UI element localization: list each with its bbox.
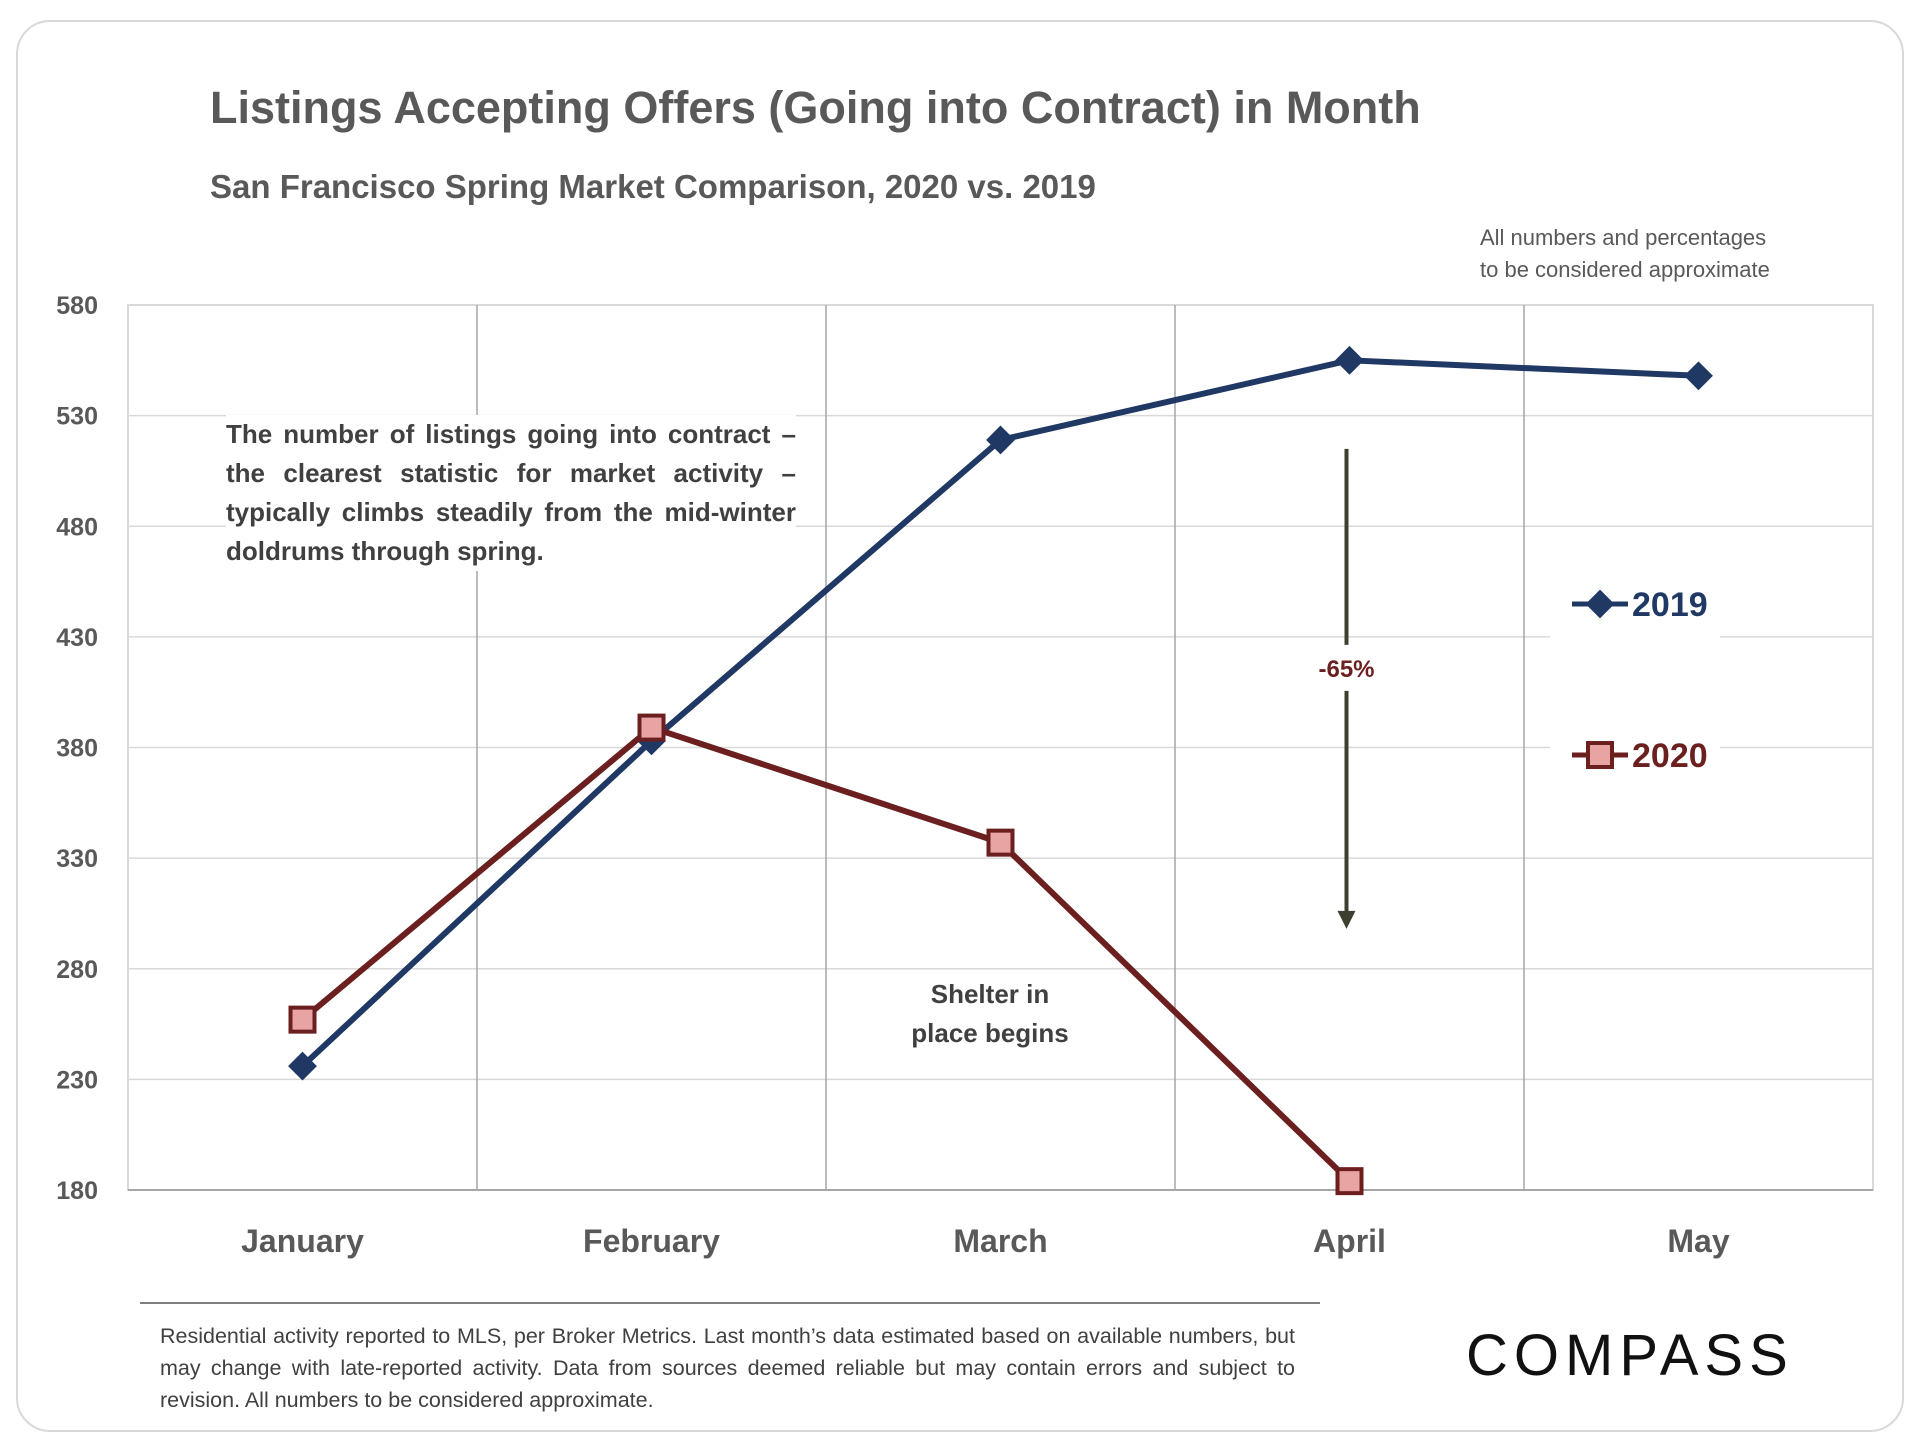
y-tick-label: 230 [56, 1066, 98, 1094]
approximation-note-line1: All numbers and percentages [1480, 225, 1767, 250]
drop-label-backdrop [1301, 644, 1392, 691]
y-tick-label: 580 [56, 292, 98, 320]
drop-arrow-head [1337, 910, 1356, 929]
drop-percent-label: -65% [1318, 656, 1374, 683]
x-tick-label: February [583, 1223, 720, 1259]
legend-marker-2020 [1586, 741, 1614, 769]
approximation-note-line2: to be considered approximate [1480, 257, 1770, 282]
data-point-2020 [637, 713, 666, 742]
series-layer [288, 345, 1713, 1196]
y-tick-label: 530 [56, 403, 98, 431]
y-tick-label: 480 [56, 513, 98, 541]
data-point-2019 [1684, 361, 1713, 391]
shelter-in-place-annotation: Shelter in place begins [880, 975, 1100, 1053]
x-tick-label: May [1667, 1223, 1729, 1259]
axis-layer: 180 230 280 330 380 430 480 530 580 January Februa… [56, 292, 1873, 1259]
legend-marker-2019 [1585, 589, 1615, 619]
shelter-line2: place begins [911, 1018, 1069, 1048]
legend-layer: 2019 2020 [1550, 566, 1720, 793]
footer-divider [140, 1302, 1320, 1304]
market-activity-annotation: The number of listings going into contra… [226, 415, 796, 571]
footer-note: Residential activity reported to MLS, pe… [160, 1324, 1295, 1412]
legend-label-2019: 2019 [1632, 586, 1708, 624]
data-point-2019 [1335, 345, 1364, 375]
shelter-line1: Shelter in [930, 979, 1050, 1009]
chart-subtitle: San Francisco Spring Market Comparison, … [210, 168, 1096, 205]
drop-arrow-layer: -65% [1301, 448, 1392, 929]
x-tick-label: March [953, 1223, 1047, 1259]
approximation-note: All numbers and percentages to be consid… [1480, 222, 1900, 286]
data-point-2019 [986, 425, 1015, 455]
data-point-2019 [288, 1051, 317, 1081]
x-tick-label: January [241, 1223, 364, 1259]
data-point-2020 [1335, 1167, 1364, 1196]
compass-logo: COMPASS [1466, 1323, 1794, 1388]
x-tick-label: April [1313, 1223, 1386, 1259]
data-point-2020 [986, 828, 1015, 857]
y-tick-label: 380 [56, 735, 98, 763]
line-chart: 180 230 280 330 380 430 480 530 580 January Februa… [56, 292, 1874, 1259]
chart-title: Listings Accepting Offers (Going into Co… [210, 82, 1421, 133]
legend-label-2020: 2020 [1632, 737, 1708, 775]
y-tick-label: 280 [56, 956, 98, 984]
series-line-2020 [300, 724, 1352, 1184]
data-point-2020 [288, 1005, 317, 1034]
y-tick-label: 180 [56, 1177, 98, 1205]
y-tick-label: 330 [56, 845, 98, 873]
y-tick-label: 430 [56, 624, 98, 652]
